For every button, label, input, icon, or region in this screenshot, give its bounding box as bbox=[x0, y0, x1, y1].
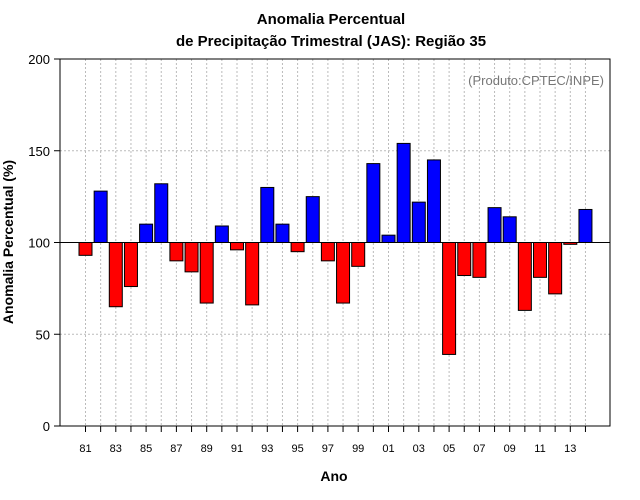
y-axis-label: Anomalia Percentual (%) bbox=[0, 160, 16, 324]
y-axis: 0 50 100 150 200 bbox=[28, 52, 60, 434]
bar-1990 bbox=[214, 225, 229, 243]
x-tick-label-99: 99 bbox=[352, 443, 364, 455]
bar-1989 bbox=[199, 242, 214, 304]
bar-2002 bbox=[396, 142, 411, 243]
bar-1984 bbox=[123, 242, 138, 288]
x-axis: 81 83 85 87 89 91 93 95 97 99 01 03 05 07 09 11 13 bbox=[79, 426, 586, 455]
x-tick-label-97: 97 bbox=[322, 443, 334, 455]
x-tick-label-93: 93 bbox=[261, 443, 273, 455]
bar-2005 bbox=[442, 242, 457, 355]
grid bbox=[60, 59, 610, 426]
bar-2009 bbox=[502, 216, 517, 243]
y-tick-label-50: 50 bbox=[36, 327, 50, 342]
bar-1987 bbox=[169, 242, 184, 262]
bar-2008 bbox=[487, 207, 502, 243]
y-tick-label-0: 0 bbox=[43, 419, 50, 434]
x-tick-label-87: 87 bbox=[170, 443, 182, 455]
bar-1995 bbox=[290, 242, 305, 253]
bar-2006 bbox=[457, 242, 472, 277]
x-tick-label-85: 85 bbox=[140, 443, 152, 455]
x-tick-label-89: 89 bbox=[201, 443, 213, 455]
bar-2004 bbox=[426, 159, 441, 243]
x-tick-label-09: 09 bbox=[504, 443, 516, 455]
x-tick-label-03: 03 bbox=[413, 443, 425, 455]
bar-1998 bbox=[336, 242, 351, 304]
bar-1986 bbox=[154, 183, 169, 243]
bar-2001 bbox=[381, 234, 396, 244]
bar-1999 bbox=[351, 242, 366, 267]
bar-2007 bbox=[472, 242, 487, 278]
x-axis-label: Ano bbox=[320, 468, 347, 484]
x-tick-label-01: 01 bbox=[382, 443, 394, 455]
bar-2003 bbox=[411, 201, 426, 244]
bar-1988 bbox=[184, 242, 199, 273]
bar-2010 bbox=[517, 242, 532, 311]
x-tick-label-13: 13 bbox=[564, 443, 576, 455]
bar-2000 bbox=[366, 163, 381, 243]
x-tick-label-95: 95 bbox=[291, 443, 303, 455]
bar-1993 bbox=[260, 186, 275, 243]
x-tick-label-05: 05 bbox=[443, 443, 455, 455]
x-tick-label-81: 81 bbox=[79, 443, 91, 455]
bar-1991 bbox=[230, 242, 244, 251]
bar-1982 bbox=[93, 190, 108, 243]
bar-1983 bbox=[108, 242, 123, 308]
bar-1996 bbox=[305, 196, 320, 243]
chart-title-line-2: de Precipitação Trimestral (JAS): Região… bbox=[176, 33, 486, 50]
credit-label: (Produto:CPTEC/INPE) bbox=[468, 73, 604, 88]
y-tick-label-150: 150 bbox=[28, 144, 50, 159]
bar-2011 bbox=[533, 242, 547, 278]
y-tick-label-100: 100 bbox=[28, 236, 50, 251]
bars bbox=[78, 142, 593, 355]
x-tick-label-83: 83 bbox=[110, 443, 122, 455]
bar-1985 bbox=[139, 223, 154, 243]
bar-2014 bbox=[578, 208, 593, 243]
bar-1994 bbox=[275, 223, 290, 243]
chart-title-line-1: Anomalia Percentual bbox=[257, 11, 405, 28]
x-tick-label-11: 11 bbox=[534, 443, 545, 455]
y-tick-label-200: 200 bbox=[28, 52, 50, 67]
x-tick-label-91: 91 bbox=[231, 443, 243, 455]
bar-1992 bbox=[245, 242, 260, 306]
x-tick-label-07: 07 bbox=[473, 443, 485, 455]
bar-1997 bbox=[320, 242, 335, 262]
bar-1981 bbox=[78, 242, 93, 256]
bar-2012 bbox=[548, 242, 563, 295]
